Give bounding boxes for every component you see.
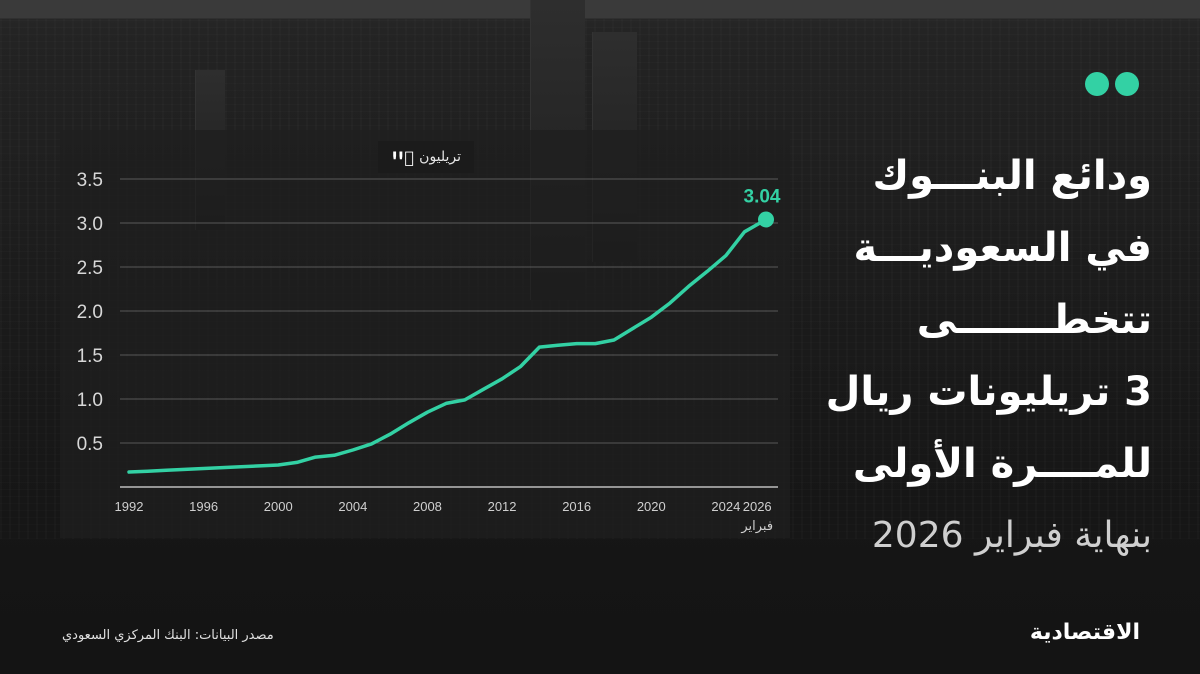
x-tick-label: 2024 [711, 499, 740, 514]
x-tick-label: 2020 [637, 499, 666, 514]
headline-line: للمــــرة الأولى [852, 441, 1152, 487]
x-tick-label: 2026 [743, 499, 772, 514]
x-tick-sublabel: فبراير [740, 519, 773, 534]
saudi-riyal-icon: ꞋꞋ⃫ [390, 147, 414, 167]
x-tick-label: 2012 [488, 499, 517, 514]
x-tick-label: 2016 [562, 499, 591, 514]
headline-line: ودائع البنـــوك [872, 153, 1152, 199]
y-tick-label: 1.5 [77, 346, 103, 367]
unit-label: تريليون [419, 149, 462, 165]
x-tick-label: 2004 [338, 499, 367, 514]
y-tick-label: 3.5 [77, 170, 103, 191]
x-tick-label: 2000 [264, 499, 293, 514]
y-tick-label: 2.5 [77, 258, 103, 279]
data-line [127, 217, 768, 474]
x-tick-label: 2008 [413, 499, 442, 514]
brand-dots [1085, 72, 1139, 96]
headline-line: تتخطـــــــى [916, 297, 1152, 343]
publisher-logo: الاقتصادية [1029, 620, 1140, 645]
y-tick-label: 3.0 [77, 214, 103, 235]
unit-label-box: تريليون ꞋꞋ⃫ [378, 141, 474, 173]
end-point-marker [758, 211, 774, 228]
headline-line: 3 تريليونات ريال [825, 369, 1152, 415]
y-tick-label: 0.5 [77, 434, 103, 455]
headline: ودائع البنـــوك في السعوديـــة تتخطـــــ… [792, 140, 1152, 572]
x-tick-label: 1992 [115, 499, 144, 514]
dot-icon [1115, 72, 1139, 96]
headline-line: في السعوديـــة [853, 225, 1153, 271]
data-source: مصدر البيانات: البنك المركزي السعودي [62, 628, 274, 643]
y-tick-label: 2.0 [77, 302, 103, 323]
end-value-label: 3.04 [744, 186, 781, 207]
headline-subtitle: بنهاية فبراير 2026 [871, 515, 1152, 556]
y-tick-label: 1.0 [77, 390, 103, 411]
dot-icon [1085, 72, 1109, 96]
x-tick-label: 1996 [189, 499, 218, 514]
